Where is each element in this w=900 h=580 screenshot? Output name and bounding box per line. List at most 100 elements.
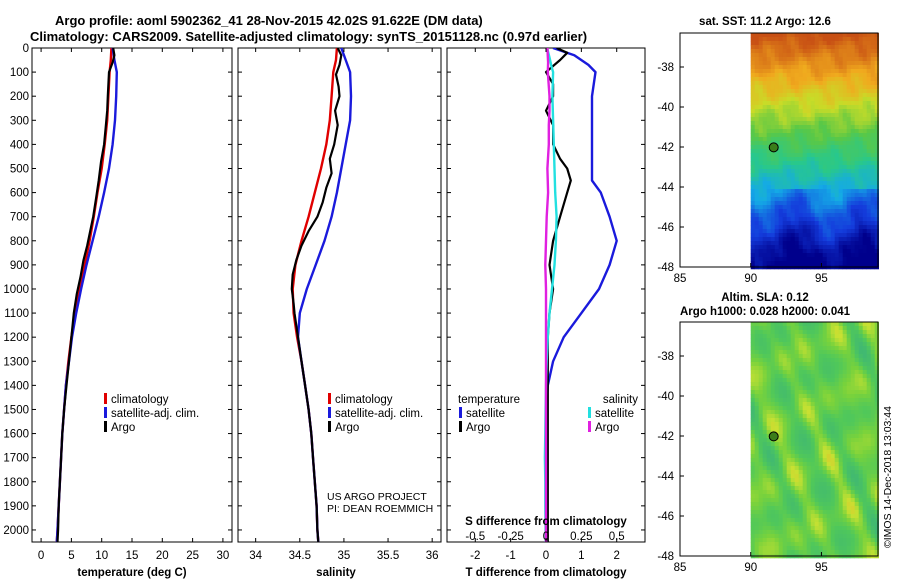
map-cell [770, 161, 775, 166]
map-cell [838, 346, 843, 351]
map-cell [778, 257, 783, 262]
map-cell [850, 165, 855, 170]
map-cell [798, 366, 803, 371]
map-cell [866, 65, 871, 70]
map-cell [814, 145, 819, 150]
map-cell [770, 105, 775, 110]
map-cell [874, 145, 879, 150]
map-cell [858, 165, 863, 170]
map-cell [822, 141, 827, 146]
map-cell [774, 169, 779, 174]
map-cell [814, 241, 819, 246]
map-cell [798, 201, 803, 206]
map-cell [766, 45, 771, 50]
map-cell [826, 366, 831, 371]
map-cell [842, 334, 847, 339]
map-cell [822, 41, 827, 46]
map-cell [810, 45, 815, 50]
map-cell [862, 113, 867, 118]
sla-map-frame [679, 321, 879, 557]
map-cell [838, 442, 843, 447]
map-cell [770, 109, 775, 114]
map-cell [802, 237, 807, 242]
map-cell [770, 422, 775, 427]
map-cell [870, 542, 875, 547]
map-cell [818, 446, 823, 451]
map-cell [862, 518, 867, 523]
map-cell [866, 470, 871, 475]
map-cell [834, 478, 839, 483]
map-cell [854, 121, 859, 126]
map-cell [846, 406, 851, 411]
map-cell [826, 49, 831, 54]
map-cell [770, 346, 775, 351]
map-cell [810, 386, 815, 391]
map-cell [806, 201, 811, 206]
map-cell [818, 398, 823, 403]
map-cell [822, 161, 827, 166]
map-cell [818, 77, 823, 82]
map-cell [866, 49, 871, 54]
map-cell [762, 257, 767, 262]
map-cell [806, 213, 811, 218]
map-cell [818, 45, 823, 50]
map-cell [830, 177, 835, 182]
map-cell [794, 346, 799, 351]
map-cell [790, 257, 795, 262]
map-cell [758, 93, 763, 98]
map-cell [806, 498, 811, 503]
map-cell [750, 454, 755, 459]
map-cell [774, 57, 779, 62]
map-cell [786, 422, 791, 427]
map-cell [806, 386, 811, 391]
map-cell [830, 326, 835, 331]
map-cell [850, 65, 855, 70]
map-cell [810, 334, 815, 339]
map-cell [806, 153, 811, 158]
map-cell [834, 446, 839, 451]
map-cell [774, 193, 779, 198]
depth-tick-label: 100 [10, 67, 29, 79]
map-cell [750, 209, 755, 214]
depth-tick-label: 1200 [3, 332, 29, 344]
map-cell [818, 165, 823, 170]
map-cell [802, 374, 807, 379]
map-cell [758, 342, 763, 347]
map-cell [794, 534, 799, 539]
salinity-legend: climatology satellite-adj. clim. Argo [328, 393, 423, 434]
map-cell [774, 97, 779, 102]
map-cell [866, 121, 871, 126]
map-cell [874, 241, 879, 246]
map-cell [858, 494, 863, 499]
map-cell [758, 442, 763, 447]
map-cell [790, 105, 795, 110]
map-cell [842, 229, 847, 234]
map-cell [850, 229, 855, 234]
map-cell [870, 241, 875, 246]
map-cell [790, 506, 795, 511]
map-cell [802, 398, 807, 403]
map-cell [794, 502, 799, 507]
map-cell [874, 370, 879, 375]
map-cell [850, 382, 855, 387]
map-cell [838, 221, 843, 226]
map-cell [790, 229, 795, 234]
map-cell [854, 526, 859, 531]
map-cell [834, 510, 839, 515]
map-cell [842, 257, 847, 262]
map-cell [870, 354, 875, 359]
map-cell [750, 117, 755, 122]
map-cell [818, 57, 823, 62]
map-cell [822, 61, 827, 66]
map-cell [842, 173, 847, 178]
map-cell [850, 249, 855, 254]
map-cell [778, 546, 783, 551]
map-cell [830, 81, 835, 86]
map-cell [802, 478, 807, 483]
map-cell [842, 105, 847, 110]
map-cell [834, 434, 839, 439]
map-cell [870, 534, 875, 539]
map-cell [786, 470, 791, 475]
map-cell [810, 442, 815, 447]
map-cell [854, 157, 859, 162]
